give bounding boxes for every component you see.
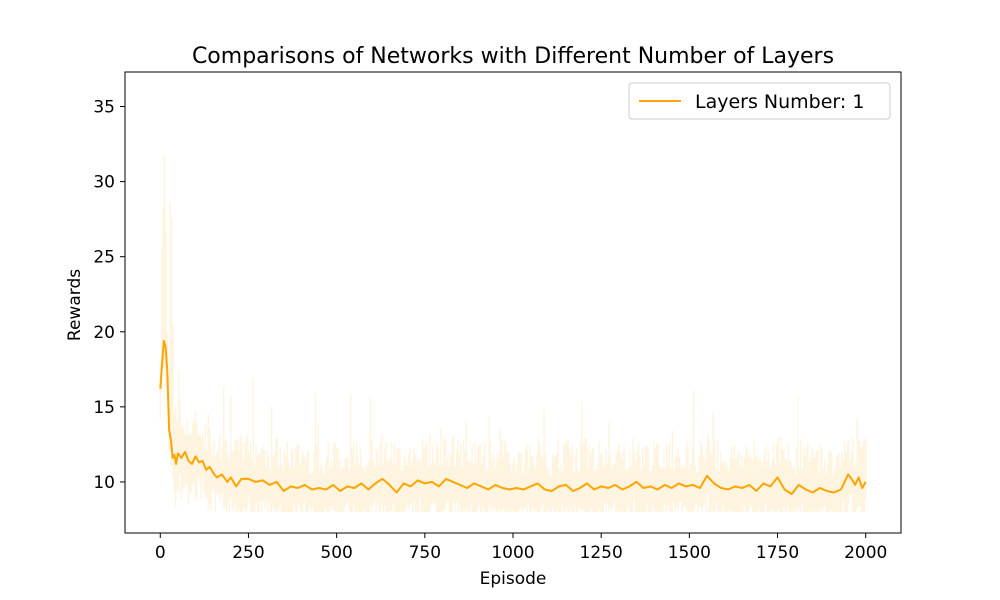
- y-axis-label: Rewards: [65, 269, 85, 341]
- series-line-layers-1: [159, 339, 867, 495]
- legend-box: [628, 82, 891, 120]
- x-axis: 0 250 500 750 1000 1250 1500 1750 2000: [155, 533, 887, 563]
- x-tick-label: 500: [320, 543, 352, 563]
- y-tick-label: 30: [93, 173, 115, 193]
- x-tick-label: 250: [232, 543, 264, 563]
- x-tick-label: 1000: [491, 543, 534, 563]
- x-tick-label: 750: [409, 543, 441, 563]
- y-tick-label: 35: [93, 98, 115, 118]
- y-tick-label: 10: [93, 473, 115, 493]
- legend: Layers Number: 1: [628, 82, 891, 120]
- x-axis-label: Episode: [480, 569, 547, 589]
- y-tick-label: 25: [93, 248, 115, 268]
- x-tick-label: 2000: [844, 543, 887, 563]
- x-tick-label: 1500: [668, 543, 711, 563]
- y-tick-label: 20: [93, 323, 115, 343]
- raw-rewards-layer: [159, 155, 867, 512]
- x-tick-label: 0: [155, 543, 166, 563]
- chart-title: Comparisons of Networks with Different N…: [192, 44, 834, 69]
- y-tick-label: 15: [93, 398, 115, 418]
- raw-rewards-trace: [159, 155, 867, 512]
- y-axis: 10 15 20 25 30 35: [93, 98, 125, 493]
- x-tick-label: 1750: [756, 543, 799, 563]
- x-tick-label: 1250: [580, 543, 623, 563]
- legend-entry-label: Layers Number: 1: [695, 91, 864, 113]
- series-layer: [159, 339, 867, 495]
